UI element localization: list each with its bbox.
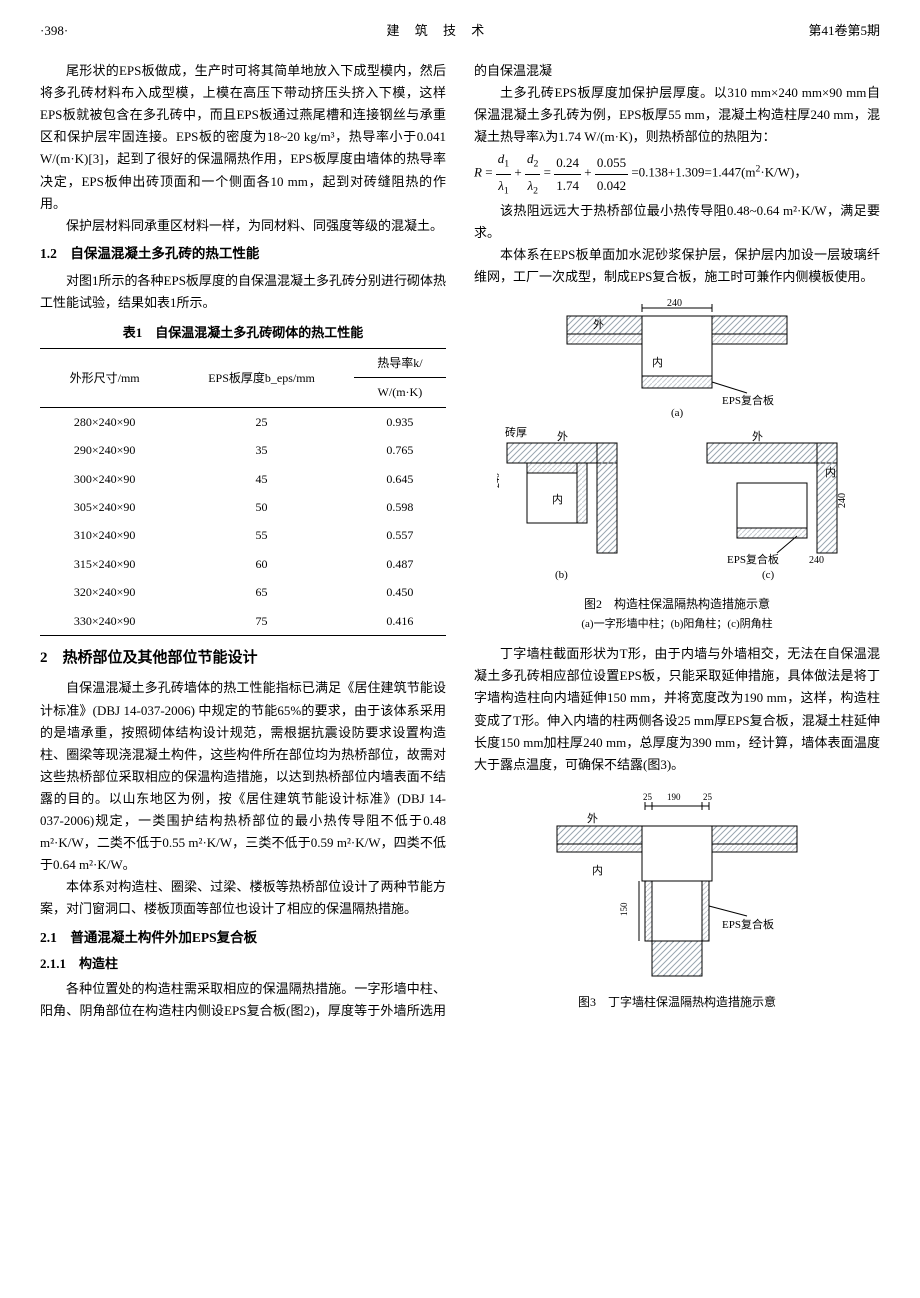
table-row: 305×240×90500.598 bbox=[40, 493, 446, 521]
table-cell: 75 bbox=[169, 607, 353, 636]
heading-2-1-1: 2.1.1 构造柱 bbox=[40, 953, 446, 975]
dim-label: 240 bbox=[809, 555, 824, 566]
journal-title: 建 筑 技 术 bbox=[386, 20, 490, 42]
table-cell: 300×240×90 bbox=[40, 465, 169, 493]
fig3-svg: 25 190 25 150 外 内 EPS复合板 bbox=[547, 786, 807, 986]
table-cell: 0.935 bbox=[354, 407, 446, 436]
table-cell: 0.416 bbox=[354, 607, 446, 636]
issue-number: 第41卷第5期 bbox=[808, 20, 880, 42]
figure-2: 240 外 内 EPS复合板 (a) 砖厚 bbox=[474, 298, 880, 633]
heading-2-1: 2.1 普通混凝土构件外加EPS复合板 bbox=[40, 927, 446, 950]
brick-thick-label: 砖厚 bbox=[505, 425, 527, 439]
table-row: 320×240×90650.450 bbox=[40, 578, 446, 606]
table-cell: 0.487 bbox=[354, 550, 446, 578]
table-cell: 35 bbox=[169, 436, 353, 464]
eps-label: EPS复合板 bbox=[722, 917, 774, 931]
table-row: 280×240×90250.935 bbox=[40, 407, 446, 436]
table1-caption: 表1 自保温混凝土多孔砖砌体的热工性能 bbox=[40, 322, 446, 344]
paragraph: 本体系在EPS板单面加水泥砂浆保护层，保护层内加设一层玻璃纤维网，工厂一次成型，… bbox=[474, 244, 880, 288]
table-header: 热导率k/ bbox=[354, 349, 446, 378]
eps-label: EPS复合板 bbox=[722, 393, 774, 407]
paragraph: 本体系对构造柱、圈梁、过梁、楼板等热桥部位设计了两种节能方案，对门窗洞口、楼板顶… bbox=[40, 876, 446, 920]
inner-label: 内 bbox=[825, 465, 836, 479]
table-cell: 280×240×90 bbox=[40, 407, 169, 436]
table-cell: 55 bbox=[169, 521, 353, 549]
table-row: 310×240×90550.557 bbox=[40, 521, 446, 549]
fig2bc-svg: 砖厚 外 内 240 (b) 外 内 240 EP bbox=[497, 418, 857, 588]
dim-label: 25 bbox=[643, 792, 653, 802]
table-row: 300×240×90450.645 bbox=[40, 465, 446, 493]
paragraph: 丁字墙柱截面形状为T形，由于内墙与外墙相交，无法在自保温混凝土多孔砖相应部位设置… bbox=[474, 643, 880, 776]
page-header: ·398· 建 筑 技 术 第41卷第5期 bbox=[40, 20, 880, 42]
table-cell: 0.450 bbox=[354, 578, 446, 606]
table-cell: 330×240×90 bbox=[40, 607, 169, 636]
table-row: 290×240×90350.765 bbox=[40, 436, 446, 464]
table-cell: 0.557 bbox=[354, 521, 446, 549]
table-cell: 0.598 bbox=[354, 493, 446, 521]
subfig-c: (c) bbox=[762, 569, 775, 581]
dim-label: 25 bbox=[703, 792, 713, 802]
table-cell: 45 bbox=[169, 465, 353, 493]
table-cell: 0.765 bbox=[354, 436, 446, 464]
table-cell: 290×240×90 bbox=[40, 436, 169, 464]
formula: R = d1λ1 + d2λ2 = 0.241.74 + 0.0550.042 … bbox=[474, 148, 880, 199]
table-cell: 50 bbox=[169, 493, 353, 521]
table-row: 330×240×90750.416 bbox=[40, 607, 446, 636]
paragraph: 尾形状的EPS板做成，生产时可将其简单地放入下成型模内，然后将多孔砖材料布入成型… bbox=[40, 60, 446, 215]
subfig-a: (a) bbox=[671, 407, 684, 418]
table-cell: 0.645 bbox=[354, 465, 446, 493]
dim-label: 190 bbox=[667, 792, 681, 802]
subfig-b: (b) bbox=[555, 569, 568, 581]
outer-label: 外 bbox=[752, 430, 763, 443]
inner-label: 内 bbox=[552, 492, 563, 506]
inner-label: 内 bbox=[592, 863, 603, 877]
fig3-caption: 图3 丁字墙柱保温隔热构造措施示意 bbox=[474, 992, 880, 1012]
dim-label: 150 bbox=[619, 902, 629, 916]
dim-label: 240 bbox=[667, 298, 682, 309]
paragraph: 自保温混凝土多孔砖墙体的热工性能指标已满足《居住建筑节能设计标准》(DBJ 14… bbox=[40, 677, 446, 876]
figure-3: 25 190 25 150 外 内 EPS复合板 图3 丁字墙柱保温隔热构造措施… bbox=[474, 786, 880, 1012]
heading-2: 2 热桥部位及其他部位节能设计 bbox=[40, 646, 446, 672]
eps-label: EPS复合板 bbox=[727, 552, 779, 566]
outer-label: 外 bbox=[587, 812, 598, 825]
page-number: ·398· bbox=[40, 20, 68, 42]
paragraph: 保护层材料同承重区材料一样，为同材料、同强度等级的混凝土。 bbox=[40, 215, 446, 237]
fig2a-svg: 240 外 内 EPS复合板 (a) bbox=[547, 298, 807, 418]
fig2-caption: 图2 构造柱保温隔热构造措施示意 bbox=[474, 594, 880, 614]
table-cell: 315×240×90 bbox=[40, 550, 169, 578]
table-header: 外形尺寸/mm bbox=[40, 349, 169, 408]
dim-label: 240 bbox=[497, 473, 502, 488]
table-header: W/(m·K) bbox=[354, 378, 446, 407]
table-cell: 60 bbox=[169, 550, 353, 578]
paragraph: 对图1所示的各种EPS板厚度的自保温混凝土多孔砖分别进行砌体热工性能试验，结果如… bbox=[40, 270, 446, 314]
table-cell: 25 bbox=[169, 407, 353, 436]
table-cell: 305×240×90 bbox=[40, 493, 169, 521]
paragraph: 该热阻远远大于热桥部位最小热传导阻0.48~0.64 m²·K/W，满足要求。 bbox=[474, 200, 880, 244]
table-cell: 310×240×90 bbox=[40, 521, 169, 549]
outer-label: 外 bbox=[593, 318, 604, 331]
table-row: 315×240×90600.487 bbox=[40, 550, 446, 578]
body-columns: 尾形状的EPS板做成，生产时可将其简单地放入下成型模内，然后将多孔砖材料布入成型… bbox=[40, 60, 880, 1022]
table-cell: 65 bbox=[169, 578, 353, 606]
paragraph: 土多孔砖EPS板厚度加保护层厚度。以310 mm×240 mm×90 mm自保温… bbox=[474, 82, 880, 148]
fig2-subcaption: (a)一字形墙中柱；(b)阳角柱；(c)阴角柱 bbox=[474, 615, 880, 634]
table1: 外形尺寸/mm EPS板厚度b_eps/mm 热导率k/ W/(m·K) 280… bbox=[40, 348, 446, 636]
outer-label: 外 bbox=[557, 430, 568, 443]
inner-label: 内 bbox=[652, 355, 663, 369]
table-header: EPS板厚度b_eps/mm bbox=[169, 349, 353, 408]
table-cell: 320×240×90 bbox=[40, 578, 169, 606]
dim-label: 240 bbox=[837, 493, 848, 508]
heading-1-2: 1.2 自保温混凝土多孔砖的热工性能 bbox=[40, 243, 446, 266]
